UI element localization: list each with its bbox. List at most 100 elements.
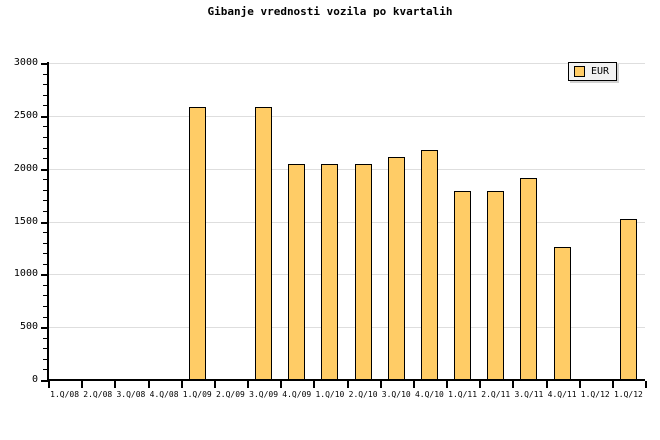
x-axis-label: 1.Q/12 xyxy=(613,390,643,399)
y-axis-minor-tick xyxy=(43,200,48,202)
x-axis-label: 4.Q/09 xyxy=(282,390,312,399)
y-axis-minor-tick xyxy=(43,253,48,255)
y-axis-minor-tick xyxy=(43,94,48,96)
x-axis-line xyxy=(47,379,645,381)
x-axis-tick xyxy=(512,381,514,388)
y-axis-minor-tick xyxy=(43,179,48,181)
y-axis-minor-tick xyxy=(43,284,48,286)
y-axis-label: 2000 xyxy=(13,162,38,174)
y-axis-tick xyxy=(41,221,48,224)
bar[interactable] xyxy=(520,178,537,380)
x-axis-label: 4.Q/10 xyxy=(414,390,444,399)
x-axis-label: 3.Q/10 xyxy=(381,390,411,399)
y-axis-minor-tick xyxy=(43,158,48,160)
y-axis-minor-tick xyxy=(43,295,48,297)
y-axis-tick xyxy=(41,168,48,171)
x-axis-tick xyxy=(612,381,614,388)
y-axis-tick xyxy=(41,63,48,65)
y-axis-minor-tick xyxy=(43,358,48,360)
x-axis-label: 3.Q/09 xyxy=(249,390,279,399)
x-axis-label: 4.Q/08 xyxy=(149,390,179,399)
y-axis-minor-tick xyxy=(43,232,48,234)
x-axis-label: 2.Q/11 xyxy=(481,390,511,399)
legend-swatch-eur xyxy=(574,66,585,77)
x-axis-tick xyxy=(313,381,315,388)
gridline xyxy=(48,221,645,223)
x-axis-tick xyxy=(347,381,349,388)
legend-label-eur: EUR xyxy=(591,66,610,77)
x-axis-label: 4.Q/11 xyxy=(547,390,577,399)
bar[interactable] xyxy=(487,190,504,380)
y-axis-minor-tick xyxy=(43,210,48,212)
y-axis-tick xyxy=(41,380,48,382)
bar[interactable] xyxy=(355,163,372,380)
y-axis-tick xyxy=(41,274,48,277)
chart-legend[interactable]: EUR xyxy=(568,62,618,81)
y-axis-tick xyxy=(41,115,48,118)
bar[interactable] xyxy=(554,247,571,380)
x-axis-label: 2.Q/10 xyxy=(348,390,378,399)
x-axis-label: 3.Q/11 xyxy=(514,390,544,399)
y-axis-label: 1500 xyxy=(13,215,38,227)
bar[interactable] xyxy=(288,163,305,380)
gridline xyxy=(48,168,645,170)
y-axis-label: 500 xyxy=(19,321,38,333)
y-axis-minor-tick xyxy=(43,316,48,318)
y-axis-minor-tick xyxy=(43,337,48,339)
gridline xyxy=(48,115,645,117)
y-axis-minor-tick xyxy=(43,189,48,191)
bar[interactable] xyxy=(620,219,637,380)
y-axis-label: 2500 xyxy=(13,109,38,121)
x-axis-tick xyxy=(81,381,83,388)
x-axis-tick xyxy=(479,381,481,388)
x-axis-label: 1.Q/11 xyxy=(448,390,478,399)
x-axis-label: 1.Q/08 xyxy=(50,390,80,399)
y-axis-minor-tick xyxy=(43,105,48,107)
chart-title: Gibanje vrednosti vozila po kvartalih xyxy=(207,5,453,18)
y-axis-line xyxy=(47,62,49,381)
y-axis-minor-tick xyxy=(43,147,48,149)
x-axis-tick xyxy=(413,381,415,388)
bar[interactable] xyxy=(388,157,405,380)
x-axis-tick xyxy=(380,381,382,388)
gridline xyxy=(48,327,645,329)
x-axis-tick xyxy=(546,381,548,388)
y-axis-minor-tick xyxy=(43,136,48,138)
x-axis-label: 2.Q/08 xyxy=(83,390,113,399)
x-axis-tick xyxy=(645,381,647,388)
bar[interactable] xyxy=(421,150,438,380)
x-axis-tick xyxy=(280,381,282,388)
x-axis-label: 2.Q/09 xyxy=(215,390,245,399)
y-axis-minor-tick xyxy=(43,263,48,265)
x-axis-label: 1.Q/09 xyxy=(182,390,212,399)
x-axis-tick xyxy=(148,381,150,388)
x-axis-tick xyxy=(181,381,183,388)
bar[interactable] xyxy=(454,190,471,380)
y-axis-minor-tick xyxy=(43,242,48,244)
bar[interactable] xyxy=(321,163,338,380)
x-axis-label: 1.Q/10 xyxy=(315,390,345,399)
bar[interactable] xyxy=(189,107,206,380)
x-axis-tick xyxy=(579,381,581,388)
y-axis-minor-tick xyxy=(43,369,48,371)
x-axis-tick xyxy=(214,381,216,388)
y-axis-label: 0 xyxy=(31,374,38,385)
x-axis-tick xyxy=(48,381,50,388)
y-axis-minor-tick xyxy=(43,126,48,128)
y-axis-tick xyxy=(41,327,48,330)
x-axis-tick xyxy=(446,381,448,388)
x-axis-tick xyxy=(247,381,249,388)
gridline xyxy=(48,274,645,276)
y-axis-label: 3000 xyxy=(13,57,38,68)
x-axis-label: 1.Q/12 xyxy=(580,390,610,399)
y-axis-minor-tick xyxy=(43,84,48,86)
x-axis-tick xyxy=(114,381,116,388)
gridline xyxy=(48,63,645,64)
plot-area xyxy=(48,63,645,380)
bar[interactable] xyxy=(255,107,272,380)
y-axis-label: 1000 xyxy=(13,268,38,280)
y-axis-minor-tick xyxy=(43,348,48,350)
y-axis-minor-tick xyxy=(43,306,48,308)
y-axis-minor-tick xyxy=(43,73,48,75)
